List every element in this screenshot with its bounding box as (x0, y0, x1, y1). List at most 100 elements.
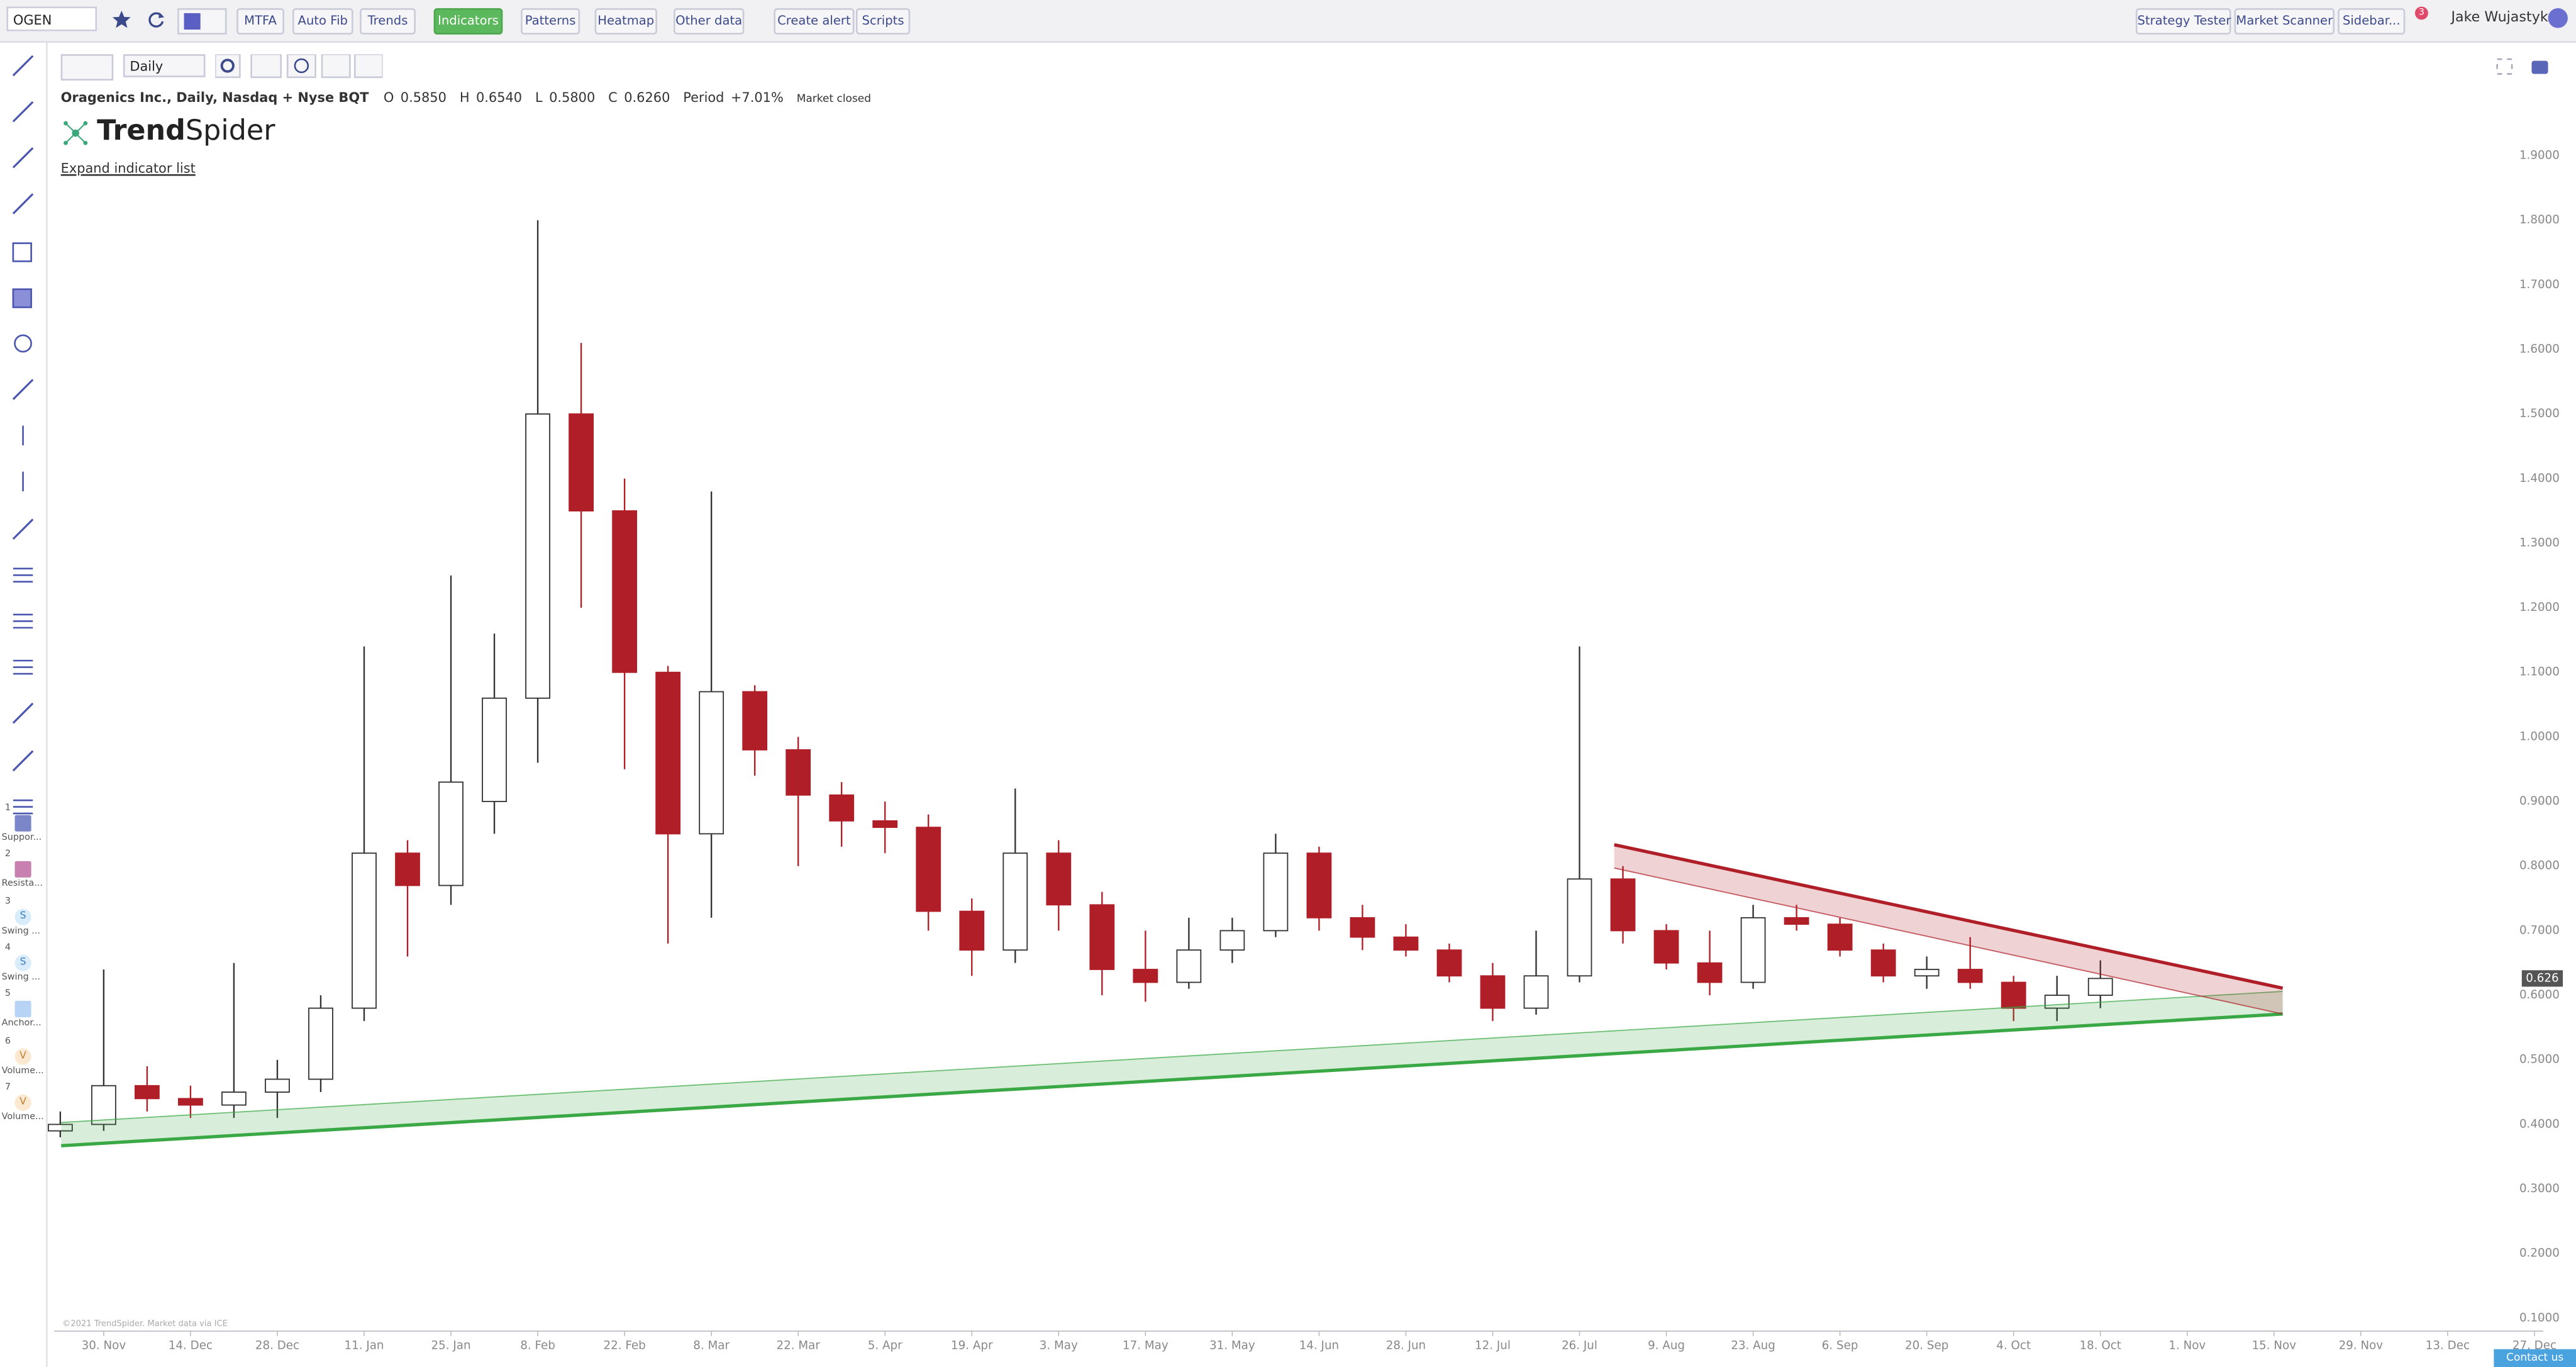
expand-indicators[interactable]: Expand indicator list (60, 160, 196, 176)
patterns-button[interactable]: Patterns (521, 8, 580, 35)
tool-button[interactable] (13, 613, 33, 629)
indicator-number: 7 (4, 1082, 11, 1093)
candle-body (1046, 852, 1072, 906)
notification-badge[interactable]: 3 (2414, 6, 2428, 20)
tool-button[interactable] (12, 55, 34, 77)
mtfa-button[interactable]: MTFA (236, 8, 284, 35)
avatar[interactable] (2548, 8, 2568, 28)
logo: TrendSpider (97, 115, 275, 148)
candle-body (959, 910, 985, 951)
sidebar-button[interactable]: Sidebar... (2338, 8, 2406, 35)
interval-select[interactable]: Daily (123, 54, 206, 77)
tool-button[interactable] (12, 147, 34, 169)
indicator-label[interactable]: Swing ... (1, 973, 40, 983)
snapshot-icon[interactable] (2531, 60, 2548, 74)
settings-button[interactable] (215, 54, 241, 79)
tool-button[interactable] (14, 334, 32, 353)
x-tick-label: 1. Nov (2168, 1339, 2206, 1352)
tool-button[interactable] (13, 799, 33, 815)
indicators-button[interactable]: Indicators (433, 8, 503, 35)
candle-body (91, 1085, 116, 1125)
user-name[interactable]: Jake Wujastyk (2451, 9, 2548, 26)
ohlc-key: H (459, 90, 470, 106)
period-label: Period (683, 90, 724, 106)
indicator-label[interactable]: Volume... (1, 1066, 44, 1076)
chart-corner-icons (2496, 58, 2548, 75)
candle-body (1436, 949, 1462, 977)
crosshair-button[interactable] (321, 54, 351, 79)
trend-line (61, 990, 2283, 1124)
ohlc-value: 0.5850 (400, 90, 447, 106)
tool-button[interactable] (12, 193, 34, 215)
x-tick-label: 26. Jul (1562, 1339, 1597, 1352)
ohlc-value: 0.6260 (624, 90, 670, 106)
candle-body (1089, 904, 1115, 970)
tool-button[interactable] (12, 242, 32, 262)
candle-body (1870, 949, 1896, 977)
indicator-label[interactable]: Volume... (1, 1112, 44, 1122)
candle-body (178, 1098, 203, 1106)
tool-button[interactable] (12, 702, 34, 724)
tool-icon (12, 750, 34, 772)
market-scanner-button[interactable]: Market Scanner (2234, 8, 2334, 35)
other-data-button[interactable]: Other data (674, 8, 745, 35)
fullscreen-icon[interactable] (2496, 58, 2513, 75)
candle-body (1784, 917, 1809, 925)
symbol-input[interactable]: OGEN (6, 6, 97, 31)
heatmap-button[interactable]: Heatmap (594, 8, 657, 35)
contact-button[interactable]: Contact us (2494, 1349, 2576, 1367)
x-tick-label: 14. Dec (169, 1339, 213, 1352)
candle-body (1480, 975, 1506, 1009)
indicator-icon: V (14, 1047, 31, 1064)
tool-button[interactable] (12, 101, 34, 123)
refresh-icon[interactable] (146, 10, 165, 30)
trends-button[interactable]: Trends (360, 8, 416, 35)
color-picker[interactable] (177, 8, 227, 35)
tool-button[interactable] (12, 379, 34, 400)
candle-body (872, 820, 898, 829)
trend-band (61, 991, 2283, 1146)
period-change: +7.01% (730, 90, 784, 106)
y-tick-label: 0.5000 (2519, 1053, 2560, 1066)
tool-icon (12, 193, 34, 215)
indicator-icon: S (14, 954, 31, 971)
candle-body (569, 413, 594, 511)
instrument-name: Oragenics Inc., Daily, Nasdaq + Nyse BQT (60, 90, 369, 106)
last-price-label: 0.626 (2526, 971, 2558, 985)
chart-type-button[interactable] (60, 54, 114, 81)
candle-body (1176, 949, 1202, 983)
tool-button[interactable] (13, 659, 33, 675)
time-button[interactable] (286, 54, 316, 79)
compare-button[interactable] (250, 54, 282, 79)
tool-icon (12, 55, 34, 77)
candle-body (482, 697, 507, 802)
indicator-label[interactable]: Suppor... (1, 833, 42, 844)
indicator-label[interactable]: Resista... (1, 879, 43, 890)
scripts-button[interactable]: Scripts (855, 8, 911, 35)
x-tick-label: 28. Dec (255, 1339, 299, 1352)
candle-body (2001, 981, 2026, 1009)
candle-body (1914, 969, 1940, 977)
create-alert-button[interactable]: Create alert (774, 8, 855, 35)
copyright: ©2021 TrendSpider. Market data via ICE (62, 1319, 228, 1330)
candle-body (308, 1007, 333, 1080)
auto-fib-button[interactable]: Auto Fib (292, 8, 353, 35)
indicator-label[interactable]: Anchor... (1, 1019, 42, 1029)
indicator-label[interactable]: Swing ... (1, 926, 40, 936)
favorite-icon[interactable] (112, 10, 131, 30)
x-tick-label: 17. May (1123, 1339, 1169, 1352)
candle-body (1350, 917, 1375, 938)
candle-body (438, 781, 464, 886)
tool-button[interactable] (13, 567, 33, 583)
candle-body (221, 1091, 247, 1106)
candle-body (742, 691, 768, 750)
log-button[interactable] (353, 54, 383, 79)
x-tick-label: 22. Feb (604, 1339, 646, 1352)
tool-button[interactable] (12, 288, 32, 308)
candle-body (1610, 878, 1636, 932)
indicator-number: 2 (4, 850, 11, 860)
strategy-tester-button[interactable]: Strategy Tester (2135, 8, 2231, 35)
tool-button[interactable] (12, 518, 34, 540)
tool-button[interactable] (12, 750, 34, 772)
x-tick-label: 14. Jun (1299, 1339, 1339, 1352)
